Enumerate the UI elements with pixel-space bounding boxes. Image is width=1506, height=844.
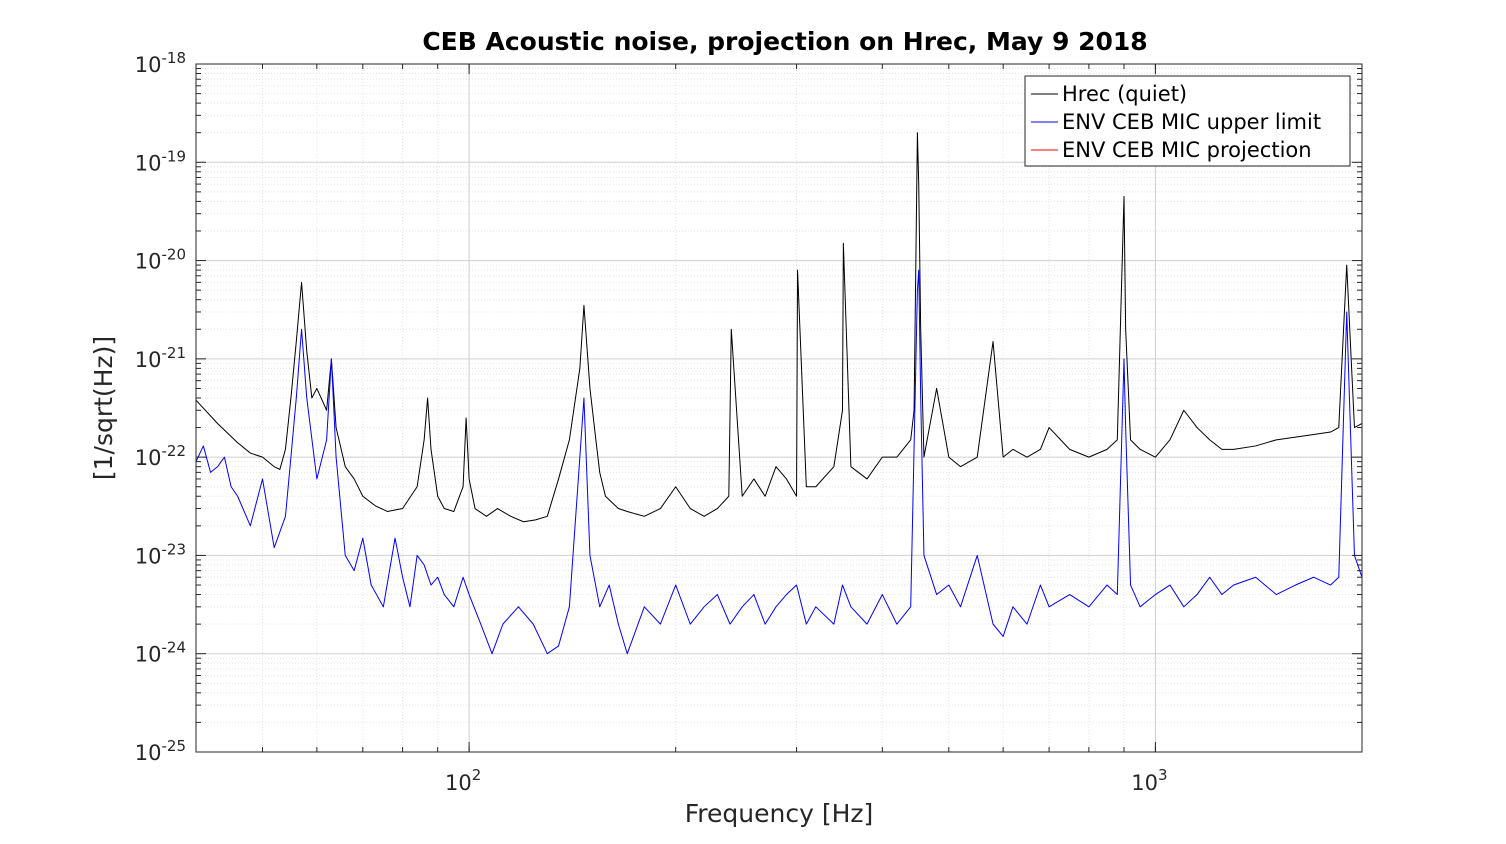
series-line-2 [195,269,1363,655]
legend: Hrec (quiet) ENV CEB MIC upper limit ENV C… [1024,75,1351,167]
y-tick-labels: 10-25 10-24 10-23 10-22 10-21 10-20 10-19 10-18 [135,49,186,765]
y-axis-label: [1/sqrt(Hz)] [89,336,118,480]
chart-title: CEB Acoustic noise, projection on Hrec, … [422,27,1147,56]
plot-area [196,64,1362,752]
minor-grid [195,64,1363,752]
y-tick-label: 10-23 [135,540,186,568]
legend-box [1024,75,1351,167]
x-tick-label: 103 [1131,766,1167,795]
y-tick-label: 10-24 [135,639,186,667]
y-tick-label: 10-19 [135,147,186,175]
y-tick-label: 10-18 [135,49,186,77]
plot-frame [195,63,1363,753]
series-line-1 [195,132,1363,523]
legend-label-2: ENV CEB MIC upper limit [1062,110,1321,134]
y-tick-label: 10-22 [135,442,186,470]
y-tick-label: 10-21 [135,344,186,372]
tick-marks [195,63,1363,753]
x-tick-labels: 102 103 [445,766,1168,795]
series-layer [195,132,1363,655]
x-axis-label: Frequency [Hz] [685,799,874,828]
y-tick-label: 10-20 [135,246,186,274]
legend-label-1: Hrec (quiet) [1062,82,1187,106]
legend-label-3: ENV CEB MIC projection [1062,138,1312,162]
y-tick-label: 10-25 [135,737,186,765]
x-tick-label: 102 [445,766,481,795]
